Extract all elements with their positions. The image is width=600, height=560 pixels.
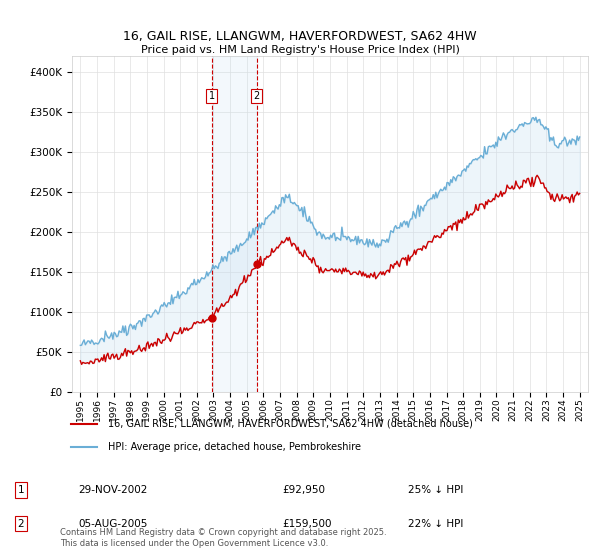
Bar — [212, 56, 257, 392]
Text: £159,500: £159,500 — [282, 519, 331, 529]
Text: 1: 1 — [209, 91, 215, 101]
Text: 2: 2 — [253, 91, 260, 101]
Text: 22% ↓ HPI: 22% ↓ HPI — [408, 519, 463, 529]
Text: 2: 2 — [17, 519, 25, 529]
Text: 29-NOV-2002: 29-NOV-2002 — [78, 485, 148, 495]
Text: 16, GAIL RISE, LLANGWM, HAVERFORDWEST, SA62 4HW: 16, GAIL RISE, LLANGWM, HAVERFORDWEST, S… — [123, 30, 477, 43]
Text: Contains HM Land Registry data © Crown copyright and database right 2025.
This d: Contains HM Land Registry data © Crown c… — [60, 528, 386, 548]
Text: Price paid vs. HM Land Registry's House Price Index (HPI): Price paid vs. HM Land Registry's House … — [140, 45, 460, 55]
Text: £92,950: £92,950 — [282, 485, 325, 495]
Text: 1: 1 — [17, 485, 25, 495]
Text: 16, GAIL RISE, LLANGWM, HAVERFORDWEST, SA62 4HW (detached house): 16, GAIL RISE, LLANGWM, HAVERFORDWEST, S… — [107, 419, 472, 429]
Text: 25% ↓ HPI: 25% ↓ HPI — [408, 485, 463, 495]
Text: 05-AUG-2005: 05-AUG-2005 — [78, 519, 148, 529]
Text: HPI: Average price, detached house, Pembrokeshire: HPI: Average price, detached house, Pemb… — [107, 442, 361, 452]
